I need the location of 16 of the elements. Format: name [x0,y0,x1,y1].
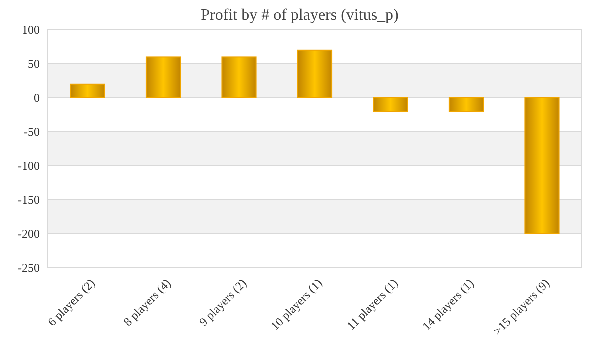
bar [146,56,182,98]
chart-title: Profit by # of players (vitus_p) [201,7,399,24]
y-tick-label: -150 [18,192,40,207]
bar [524,98,560,234]
y-tick-label: 0 [34,90,40,105]
y-tick-label: 100 [22,22,40,37]
bar [222,56,257,98]
y-tick-label: -250 [18,260,40,275]
y-tick-label: -100 [18,158,40,173]
bar [70,84,106,98]
bar [373,98,408,112]
y-tick-label: 50 [28,56,40,71]
bar [448,98,484,112]
y-tick-label: -50 [24,124,40,139]
y-tick-label: -200 [18,226,40,241]
bar [297,50,333,98]
